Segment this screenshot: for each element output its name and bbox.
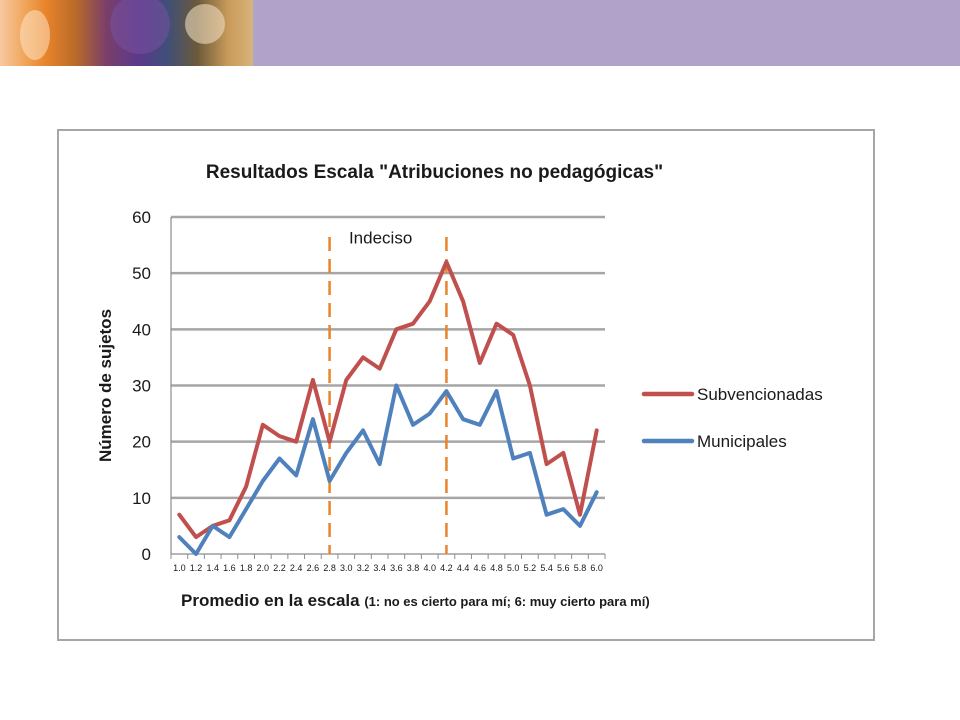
x-tick-label: 2.0 (257, 563, 270, 573)
y-tick-label: 10 (132, 489, 151, 508)
x-tick-label: 1.2 (190, 563, 203, 573)
x-axis-label: Promedio en la escala (1: no es cierto p… (181, 591, 650, 610)
x-tick-label: 2.4 (290, 563, 303, 573)
y-tick-label: 20 (132, 433, 151, 452)
x-tick-label: 6.0 (590, 563, 603, 573)
x-tick-label: 3.6 (390, 563, 403, 573)
x-tick-label: 4.2 (440, 563, 453, 573)
x-tick-label: 2.8 (323, 563, 336, 573)
x-axis-label-note: (1: no es cierto para mí; 6: muy cierto … (364, 594, 649, 609)
header-photo (0, 0, 253, 66)
x-tick-label: 3.8 (407, 563, 420, 573)
x-tick-label: 3.4 (373, 563, 386, 573)
x-tick-label: 3.2 (357, 563, 370, 573)
x-tick-label: 1.8 (240, 563, 253, 573)
y-tick-label: 50 (132, 264, 151, 283)
series-line-subvencionadas (177, 259, 599, 540)
x-tick-label: 5.4 (540, 563, 553, 573)
annotation-indeciso: Indeciso (349, 228, 412, 247)
chart-frame: Resultados Escala "Atribuciones no pedag… (57, 129, 875, 641)
legend-label: Municipales (697, 432, 787, 451)
x-tick-label: 5.2 (524, 563, 537, 573)
x-axis-label-main: Promedio en la escala (181, 591, 364, 610)
x-tick-label: 4.4 (457, 563, 470, 573)
x-tick-label: 1.6 (223, 563, 236, 573)
x-tick-label: 2.2 (273, 563, 286, 573)
x-tick-label: 1.0 (173, 563, 186, 573)
x-tick-label: 4.8 (490, 563, 503, 573)
y-tick-label: 0 (142, 545, 151, 564)
chart: Resultados Escala "Atribuciones no pedag… (96, 162, 823, 610)
x-tick-label: 3.0 (340, 563, 353, 573)
y-tick-label: 40 (132, 320, 151, 339)
y-axis-label: Número de sujetos (96, 309, 115, 462)
x-tick-label: 1.4 (206, 563, 219, 573)
x-tick-label: 5.8 (574, 563, 587, 573)
x-tick-label: 4.0 (423, 563, 436, 573)
x-tick-label: 2.6 (307, 563, 320, 573)
chart-title: Resultados Escala "Atribuciones no pedag… (206, 162, 663, 183)
x-tick-label: 5.6 (557, 563, 570, 573)
x-tick-label: 5.0 (507, 563, 520, 573)
y-tick-label: 30 (132, 377, 151, 396)
legend-label: Subvencionadas (697, 385, 823, 404)
y-tick-label: 60 (132, 208, 151, 227)
x-tick-label: 4.6 (474, 563, 487, 573)
series-line-municipales (177, 383, 599, 556)
